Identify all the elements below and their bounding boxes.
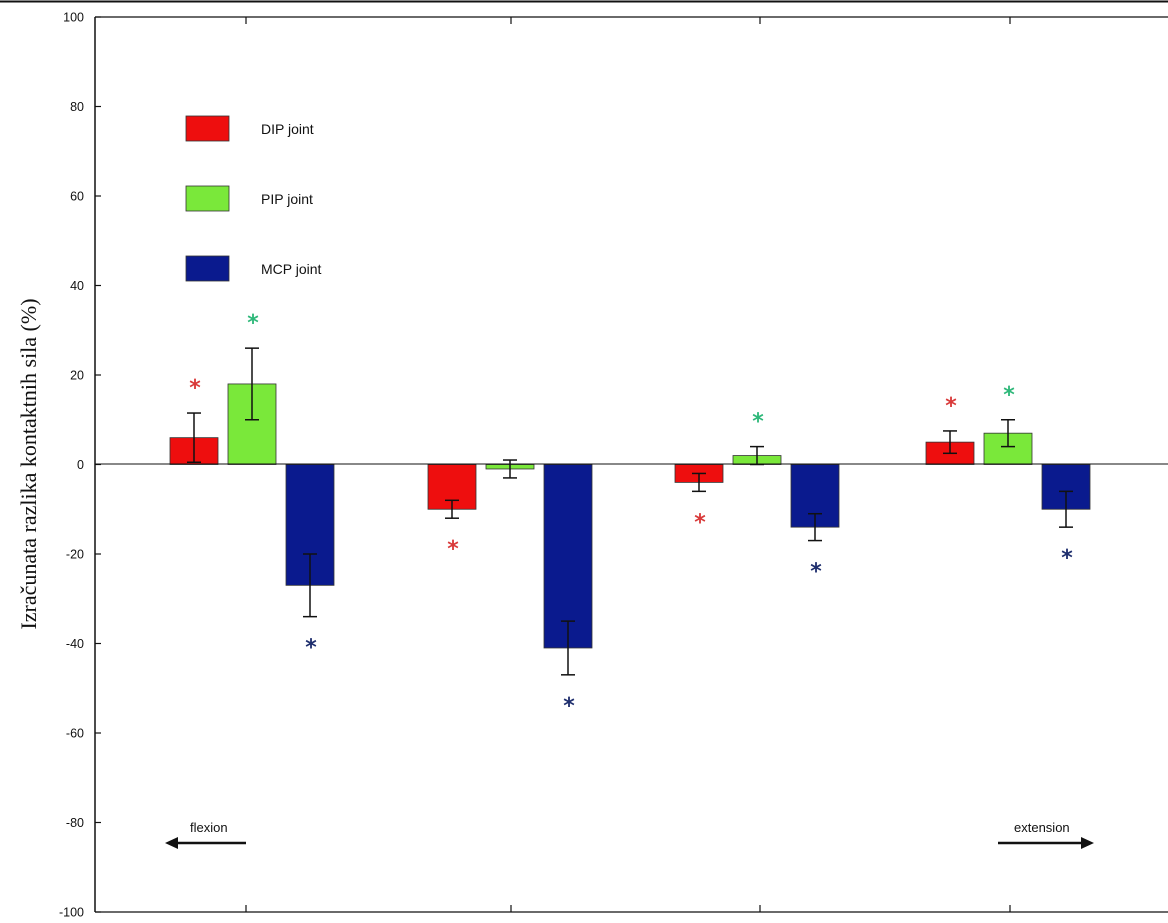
significance-star-dip-2: * (447, 537, 459, 562)
bar-marks (169, 383, 1091, 649)
y-tick-label: 60 (70, 190, 84, 204)
legend-label-pip: PIP joint (261, 191, 313, 207)
y-tick-label: -100 (59, 906, 84, 920)
legend-swatch-dip (185, 115, 230, 142)
significance-star-pip-3: * (752, 410, 764, 435)
legend-swatch-pip (185, 185, 230, 212)
legend-swatch-mcp (185, 255, 230, 282)
significance-star-dip-3: * (694, 510, 706, 535)
y-tick-label: 80 (70, 100, 84, 114)
y-tick-label: -60 (66, 727, 84, 741)
y-axis-ticks: 100 80 60 40 20 0 -20 -40 -60 -80 -100 (59, 11, 101, 920)
extension-arrow (998, 837, 1094, 849)
flexion-label: flexion (190, 820, 228, 835)
significance-star-pip-1: * (247, 311, 259, 336)
y-tick-label: 20 (70, 369, 84, 383)
y-tick-label: 100 (63, 11, 84, 25)
y-tick-label: 40 (70, 279, 84, 293)
legend: DIP joint PIP joint MCP joint (185, 115, 322, 282)
y-tick-label: -40 (66, 637, 84, 651)
y-tick-label: -20 (66, 548, 84, 562)
significance-star-mcp-1: * (305, 636, 317, 661)
significance-star-dip-1: * (189, 376, 201, 401)
y-tick-label: 0 (77, 458, 84, 472)
significance-star-mcp-2: * (563, 694, 575, 719)
legend-label-dip: DIP joint (261, 121, 314, 137)
bar-mcp-2 (543, 464, 593, 649)
y-tick-label: -80 (66, 816, 84, 830)
y-axis-title: Izračunata razlika kontaktnih sila (%) (16, 298, 41, 629)
flexion-arrow (165, 837, 246, 849)
significance-star-mcp-3: * (810, 560, 822, 585)
legend-label-mcp: MCP joint (261, 261, 322, 277)
significance-star-dip-4: * (945, 394, 957, 419)
extension-label: extension (1014, 820, 1070, 835)
significance-star-pip-4: * (1003, 383, 1015, 408)
x-axis-ticks (245, 17, 1011, 912)
significance-marks: * * * * * * * * * * * (189, 311, 1073, 719)
significance-star-mcp-4: * (1061, 546, 1073, 571)
error-bar-marks (187, 347, 1073, 676)
